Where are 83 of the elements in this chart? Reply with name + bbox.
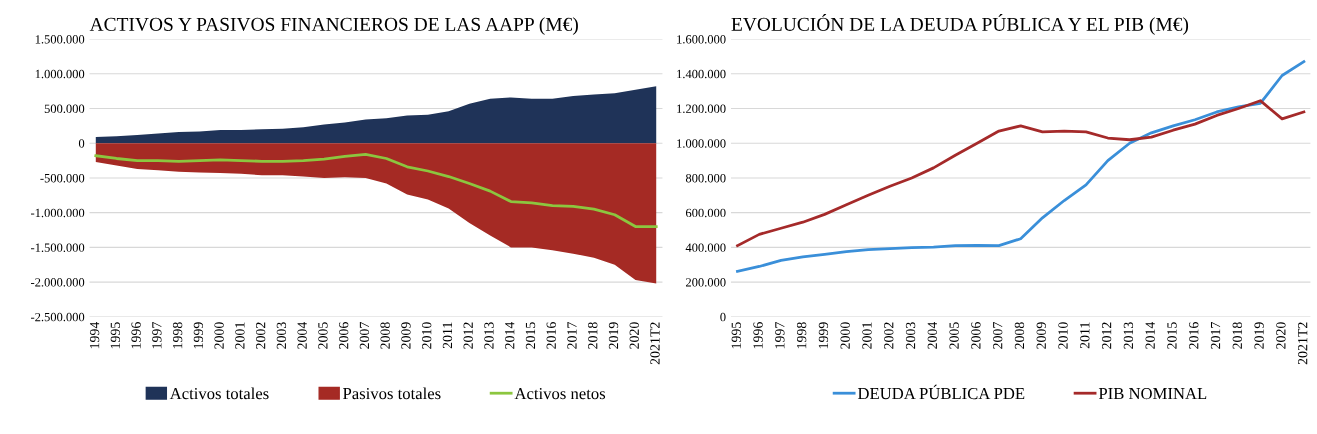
y-tick-label: 1.400.000 [677, 69, 726, 79]
y-tick-label: 1.600.000 [677, 35, 726, 44]
x-tick-label: 2020 [1276, 322, 1286, 349]
y-tick-label: 600.000 [685, 208, 726, 218]
x-tick-label: 2019 [1254, 322, 1264, 349]
x-tick-label: 2018 [1232, 322, 1242, 349]
x-tick-label: 2005 [949, 322, 959, 349]
y-tick-label: 1.000.000 [677, 139, 726, 148]
x-tick-label: 2021T2 [1297, 322, 1308, 365]
y-tick-label: -1.000.000 [31, 208, 85, 218]
line-series [736, 60, 1306, 273]
x-tick-label: 2013 [1123, 322, 1134, 349]
x-tick-label: 2002 [884, 322, 894, 349]
x-tick-label: 1996 [131, 322, 141, 349]
y-tick-label: 0 [720, 312, 726, 322]
x-tick-label: 2015 [1167, 322, 1177, 349]
x-tick-label: 1995 [110, 322, 121, 349]
line-series [736, 99, 1306, 248]
x-tick-label: 2011 [1080, 322, 1090, 349]
x-tick-label: 1996 [753, 322, 763, 349]
y-tick-label: -1.500.000 [31, 243, 85, 252]
x-tick-label: 1997 [775, 322, 785, 349]
x-tick-label: 2015 [525, 322, 536, 349]
legend-label: DEUDA PÚBLICA PDE [857, 384, 1025, 400]
chart-title: ACTIVOS Y PASIVOS FINANCIEROS DE LAS AAPP (M€) [89, 17, 578, 35]
x-tick-label: 1999 [193, 322, 204, 349]
x-tick-label: 2010 [422, 322, 432, 349]
y-tick-label: 1.000.000 [35, 69, 85, 79]
x-tick-label: 2021T2 [650, 322, 660, 365]
legend-label: Activos totales [169, 387, 269, 400]
x-tick-label: 2001 [235, 322, 245, 349]
x-tick-label: 2008 [1014, 322, 1025, 349]
x-tick-label: 2019 [608, 322, 619, 349]
line-series [94, 152, 658, 228]
x-tick-label: 2000 [840, 322, 850, 349]
x-tick-label: 2009 [401, 322, 411, 349]
y-tick-label: 0 [78, 139, 85, 148]
x-tick-label: 2004 [927, 321, 938, 349]
x-tick-label: 2016 [546, 322, 556, 349]
legend-label: Activos netos [514, 388, 606, 400]
x-tick-label: 1998 [172, 322, 183, 349]
y-tick-label: 500.000 [44, 104, 85, 114]
y-tick-label: 200.000 [686, 278, 726, 287]
y-tick-label: 800.000 [685, 173, 726, 183]
x-tick-label: 2002 [255, 322, 266, 349]
x-tick-label: 2000 [214, 322, 224, 349]
legend-label: PIB NOMINAL [1098, 388, 1207, 400]
x-tick-label: 1998 [796, 322, 807, 349]
x-tick-label: 2012 [463, 322, 473, 349]
x-tick-label: 2010 [1058, 322, 1068, 349]
y-tick-label: 400.000 [685, 243, 726, 252]
x-tick-label: 2007 [992, 322, 1003, 349]
x-tick-label: 1994 [89, 321, 100, 349]
x-tick-label: 2014 [1145, 321, 1155, 349]
y-tick-label: -2.500.000 [31, 312, 85, 322]
y-tick-label: -500.000 [40, 173, 85, 183]
x-tick-label: 2020 [629, 322, 639, 349]
x-tick-label: 2016 [1189, 322, 1199, 349]
y-tick-label: 1.200.000 [677, 104, 726, 114]
x-tick-label: 2013 [484, 322, 494, 349]
x-tick-label: 2006 [338, 322, 349, 349]
x-tick-label: 2007 [359, 322, 370, 349]
x-tick-label: 2008 [380, 322, 390, 349]
x-tick-label: 2001 [862, 322, 872, 349]
x-tick-label: 2018 [588, 322, 598, 349]
x-tick-label: 2017 [1210, 322, 1221, 349]
y-tick-label: -2.000.000 [31, 278, 85, 287]
chart-title: EVOLUCIÓN DE LA DEUDA PÚBLICA Y EL PIB (M€) [731, 14, 1189, 35]
x-tick-label: 2009 [1036, 322, 1046, 349]
x-tick-label: 2006 [971, 322, 981, 349]
x-tick-label: 2012 [1101, 322, 1112, 349]
legend-label: Pasivos totales [343, 387, 441, 400]
x-tick-label: 2003 [905, 322, 916, 349]
x-tick-label: 1999 [818, 322, 829, 349]
x-tick-label: 2017 [567, 322, 577, 349]
x-tick-label: 2003 [276, 322, 287, 349]
x-tick-label: 1995 [731, 322, 741, 349]
x-tick-label: 2005 [318, 322, 328, 349]
y-tick-label: 1.500.000 [35, 35, 85, 44]
x-tick-label: 2014 [505, 321, 515, 349]
x-tick-label: 1997 [152, 322, 162, 349]
x-tick-label: 2004 [297, 321, 307, 349]
x-tick-label: 2011 [442, 322, 453, 349]
